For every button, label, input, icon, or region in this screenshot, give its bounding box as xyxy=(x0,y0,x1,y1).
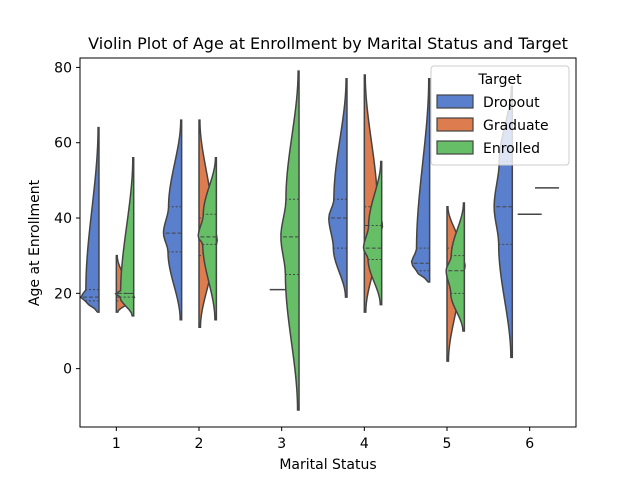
y-tick-label: 40 xyxy=(54,211,72,227)
x-tick-label: 3 xyxy=(277,436,286,452)
violins-layer xyxy=(79,70,560,411)
violin-dropout-2 xyxy=(162,119,183,321)
y-axis: 0 20 40 60 80 xyxy=(54,60,80,378)
legend-title: Target xyxy=(477,72,522,88)
violin-dropout-1 xyxy=(79,126,100,313)
legend-frame xyxy=(430,65,570,166)
y-axis-label: Age at Enrollment xyxy=(27,179,43,306)
violin-enrolled-5 xyxy=(445,202,466,332)
violin-dropout-5 xyxy=(410,77,431,283)
violin-enrolled-4 xyxy=(362,160,383,306)
legend-label-dropout: Dropout xyxy=(483,95,540,111)
legend-swatch-enrolled xyxy=(436,140,474,155)
legend-label-enrolled: Enrolled xyxy=(483,141,540,157)
x-tick-label: 4 xyxy=(360,436,369,452)
legend-swatch-graduate xyxy=(436,117,474,132)
x-tick-label: 6 xyxy=(525,436,534,452)
legend: Target Dropout Graduate Enrolled xyxy=(430,65,570,166)
legend-swatch-dropout xyxy=(436,94,474,109)
violin-enrolled-2 xyxy=(197,157,218,321)
x-axis-label: Marital Status xyxy=(279,457,376,473)
x-tick-label: 1 xyxy=(112,436,121,452)
x-tick-label: 2 xyxy=(195,436,204,452)
y-tick-label: 60 xyxy=(54,136,72,152)
violin-enrolled-3 xyxy=(280,70,300,411)
x-tick-label: 5 xyxy=(443,436,452,452)
legend-label-graduate: Graduate xyxy=(483,118,549,134)
x-axis: 1 2 3 4 5 6 xyxy=(112,427,534,452)
violin-enrolled-1 xyxy=(114,157,135,317)
chart-title: Violin Plot of Age at Enrollment by Mari… xyxy=(88,34,568,53)
plot-frame xyxy=(79,57,577,428)
violin-dropout-4 xyxy=(328,77,348,298)
y-tick-label: 20 xyxy=(54,286,72,302)
y-tick-label: 0 xyxy=(63,362,72,378)
y-tick-label: 80 xyxy=(54,60,72,76)
